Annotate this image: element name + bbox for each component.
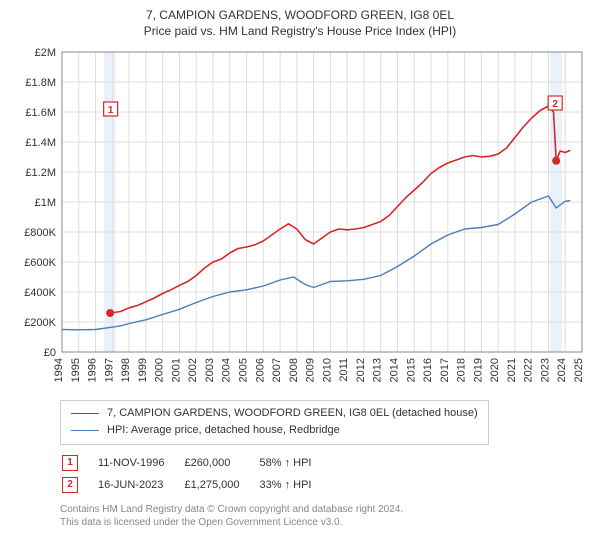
- page-subtitle: Price paid vs. HM Land Registry's House …: [12, 24, 588, 38]
- markers-table: 1 11-NOV-1996 £260,000 58% ↑ HPI 2 16-JU…: [60, 451, 331, 497]
- table-row: 2 16-JUN-2023 £1,275,000 33% ↑ HPI: [62, 475, 329, 495]
- legend-swatch: [71, 430, 99, 431]
- svg-text:2004: 2004: [221, 358, 233, 382]
- svg-text:£600K: £600K: [24, 257, 56, 269]
- svg-text:£1.6M: £1.6M: [25, 107, 56, 119]
- svg-text:2021: 2021: [506, 358, 518, 382]
- svg-text:£400K: £400K: [24, 287, 56, 299]
- svg-text:2019: 2019: [472, 358, 484, 382]
- svg-text:1: 1: [108, 105, 114, 116]
- svg-text:2007: 2007: [271, 358, 283, 382]
- svg-text:£1.2M: £1.2M: [25, 167, 56, 179]
- svg-text:£1M: £1M: [35, 197, 56, 209]
- marker-price: £1,275,000: [184, 475, 257, 495]
- svg-text:2016: 2016: [422, 358, 434, 382]
- svg-text:2022: 2022: [523, 358, 535, 382]
- legend-label: HPI: Average price, detached house, Redb…: [107, 422, 340, 440]
- svg-text:£800K: £800K: [24, 227, 56, 239]
- svg-text:2002: 2002: [187, 358, 199, 382]
- svg-text:2014: 2014: [388, 358, 400, 382]
- svg-text:1999: 1999: [137, 358, 149, 382]
- svg-text:2: 2: [552, 99, 558, 110]
- footer-attribution: Contains HM Land Registry data © Crown c…: [60, 503, 588, 530]
- marker-price: £260,000: [184, 453, 257, 473]
- svg-text:2025: 2025: [573, 358, 585, 382]
- marker-tile: 1: [62, 455, 78, 471]
- legend: 7, CAMPION GARDENS, WOODFORD GREEN, IG8 …: [60, 400, 489, 445]
- svg-text:2000: 2000: [154, 358, 166, 382]
- svg-text:2003: 2003: [204, 358, 216, 382]
- svg-text:£1.8M: £1.8M: [25, 77, 56, 89]
- svg-text:2012: 2012: [355, 358, 367, 382]
- svg-text:2010: 2010: [321, 358, 333, 382]
- page-title: 7, CAMPION GARDENS, WOODFORD GREEN, IG8 …: [12, 8, 588, 24]
- marker-date: 16-JUN-2023: [98, 475, 182, 495]
- legend-row: 7, CAMPION GARDENS, WOODFORD GREEN, IG8 …: [71, 405, 478, 423]
- svg-text:2001: 2001: [170, 358, 182, 382]
- svg-text:1997: 1997: [103, 358, 115, 382]
- svg-text:£200K: £200K: [24, 317, 56, 329]
- marker-tile: 2: [62, 477, 78, 493]
- legend-row: HPI: Average price, detached house, Redb…: [71, 422, 478, 440]
- svg-text:2015: 2015: [405, 358, 417, 382]
- svg-text:2006: 2006: [254, 358, 266, 382]
- svg-text:2009: 2009: [305, 358, 317, 382]
- svg-text:2023: 2023: [539, 358, 551, 382]
- svg-text:2005: 2005: [238, 358, 250, 382]
- svg-text:2013: 2013: [372, 358, 384, 382]
- svg-text:2020: 2020: [489, 358, 501, 382]
- svg-text:1996: 1996: [87, 358, 99, 382]
- legend-swatch: [71, 413, 99, 414]
- svg-text:2008: 2008: [288, 358, 300, 382]
- legend-label: 7, CAMPION GARDENS, WOODFORD GREEN, IG8 …: [107, 405, 478, 423]
- price-chart: £0 £200K £400K £600K £800K £1M £1.2M £1.4M £1.6M…: [12, 44, 588, 394]
- table-row: 1 11-NOV-1996 £260,000 58% ↑ HPI: [62, 453, 329, 473]
- svg-text:1995: 1995: [70, 358, 82, 382]
- svg-text:2018: 2018: [456, 358, 468, 382]
- svg-text:£0: £0: [44, 347, 56, 359]
- svg-text:2011: 2011: [338, 358, 350, 382]
- marker-delta: 33% ↑ HPI: [260, 475, 330, 495]
- svg-text:1998: 1998: [120, 358, 132, 382]
- svg-text:£2M: £2M: [35, 47, 56, 59]
- marker-date: 11-NOV-1996: [98, 453, 182, 473]
- svg-text:2017: 2017: [439, 358, 451, 382]
- svg-text:2024: 2024: [556, 358, 568, 382]
- svg-text:£1.4M: £1.4M: [25, 137, 56, 149]
- marker-delta: 58% ↑ HPI: [260, 453, 330, 473]
- svg-text:1994: 1994: [53, 358, 65, 382]
